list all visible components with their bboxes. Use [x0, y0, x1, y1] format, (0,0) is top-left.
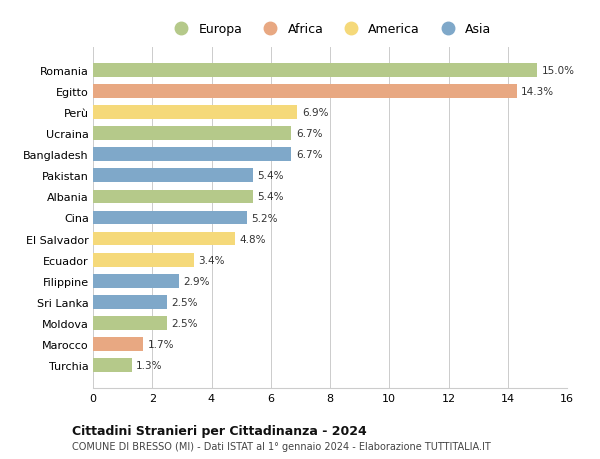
- Text: 14.3%: 14.3%: [521, 87, 554, 96]
- Text: 6.7%: 6.7%: [296, 150, 322, 160]
- Text: 2.5%: 2.5%: [172, 297, 198, 308]
- Text: 5.4%: 5.4%: [257, 192, 284, 202]
- Text: 1.3%: 1.3%: [136, 361, 163, 370]
- Bar: [93, 148, 292, 162]
- Bar: [93, 211, 247, 225]
- Text: 2.5%: 2.5%: [172, 319, 198, 328]
- Bar: [93, 232, 235, 246]
- Text: 3.4%: 3.4%: [198, 255, 224, 265]
- Text: COMUNE DI BRESSO (MI) - Dati ISTAT al 1° gennaio 2024 - Elaborazione TUTTITALIA.: COMUNE DI BRESSO (MI) - Dati ISTAT al 1°…: [72, 441, 491, 451]
- Text: 5.2%: 5.2%: [251, 213, 278, 223]
- Legend: Europa, Africa, America, Asia: Europa, Africa, America, Asia: [166, 21, 494, 39]
- Text: 4.8%: 4.8%: [239, 234, 266, 244]
- Bar: [93, 274, 179, 288]
- Text: 15.0%: 15.0%: [542, 66, 575, 75]
- Bar: [93, 338, 143, 351]
- Bar: [93, 359, 131, 372]
- Text: Cittadini Stranieri per Cittadinanza - 2024: Cittadini Stranieri per Cittadinanza - 2…: [72, 425, 367, 437]
- Bar: [93, 190, 253, 204]
- Text: 2.9%: 2.9%: [184, 276, 210, 286]
- Bar: [93, 106, 298, 119]
- Bar: [93, 85, 517, 98]
- Text: 6.9%: 6.9%: [302, 108, 328, 118]
- Bar: [93, 169, 253, 183]
- Text: 5.4%: 5.4%: [257, 171, 284, 181]
- Text: 6.7%: 6.7%: [296, 129, 322, 139]
- Bar: [93, 296, 167, 309]
- Bar: [93, 127, 292, 140]
- Bar: [93, 317, 167, 330]
- Text: 1.7%: 1.7%: [148, 340, 175, 349]
- Bar: [93, 253, 194, 267]
- Bar: [93, 64, 538, 77]
